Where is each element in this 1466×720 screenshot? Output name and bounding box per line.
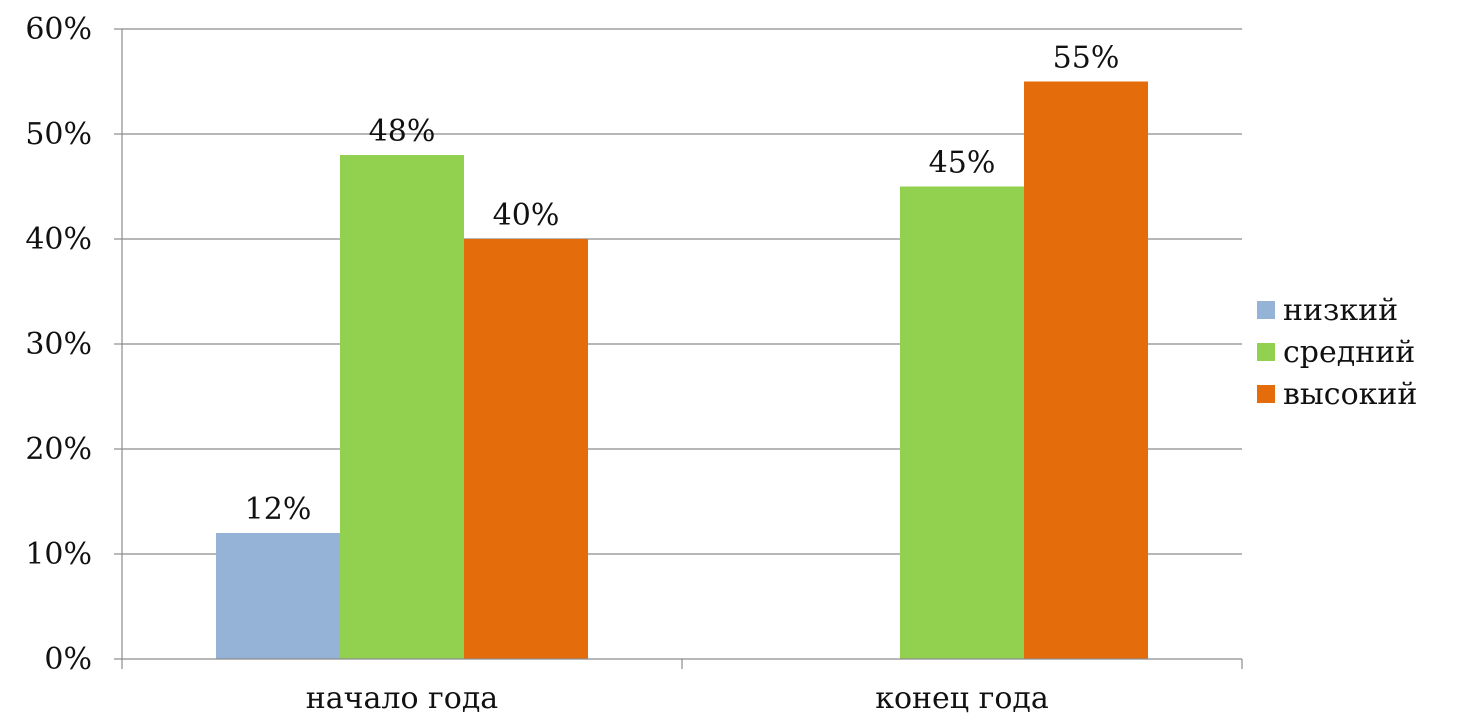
bar-средний-2 (900, 186, 1024, 659)
data-label: 48% (369, 114, 436, 149)
y-tick-label: 50% (25, 117, 92, 152)
data-labels: 12% 48% 40% 45% 55% (245, 41, 1120, 528)
legend: низкий средний высокий (1257, 293, 1417, 412)
legend-label: средний (1283, 335, 1415, 370)
legend-swatch (1257, 385, 1275, 403)
bar-низкий-1 (216, 533, 340, 659)
x-category-label: начало года (306, 681, 499, 716)
data-label: 12% (245, 492, 312, 527)
y-tick-label: 40% (25, 222, 92, 257)
bars (216, 81, 1148, 659)
legend-swatch (1257, 301, 1275, 319)
y-tick-label: 10% (25, 537, 92, 572)
axes: 0% 10% 20% 30% 40% 50% 60% начало года конец год… (25, 12, 1243, 716)
legend-label: высокий (1283, 377, 1417, 412)
bar-средний-1 (340, 155, 464, 659)
x-category-label: конец года (875, 681, 1049, 716)
data-label: 40% (493, 198, 560, 233)
data-label: 45% (929, 146, 996, 181)
y-tick-label: 30% (25, 327, 92, 362)
y-tick-label: 0% (44, 642, 92, 677)
bar-высокий-2 (1024, 81, 1148, 659)
data-label: 55% (1053, 41, 1120, 76)
legend-label: низкий (1283, 293, 1398, 328)
legend-swatch (1257, 343, 1275, 361)
y-tick-label: 20% (25, 432, 92, 467)
bar-высокий-1 (464, 239, 588, 659)
y-tick-label: 60% (25, 12, 92, 47)
